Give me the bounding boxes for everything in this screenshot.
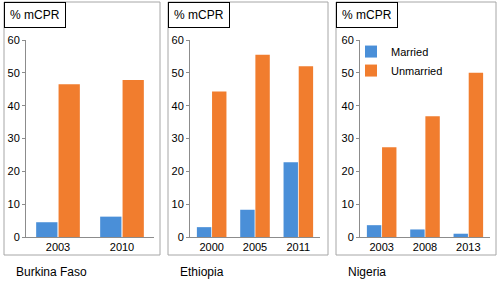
svg-text:0: 0: [14, 231, 20, 243]
svg-text:% mCPR: % mCPR: [174, 8, 224, 22]
svg-text:20: 20: [172, 165, 184, 177]
svg-text:30: 30: [8, 132, 20, 144]
svg-text:0: 0: [348, 231, 354, 243]
svg-text:10: 10: [342, 198, 354, 210]
svg-text:Burkina Faso: Burkina Faso: [16, 265, 87, 279]
svg-text:2003: 2003: [369, 241, 393, 253]
svg-text:% mCPR: % mCPR: [342, 8, 392, 22]
svg-text:0: 0: [178, 231, 184, 243]
svg-text:60: 60: [342, 34, 354, 46]
svg-text:Ethiopia: Ethiopia: [180, 265, 224, 279]
svg-text:2000: 2000: [199, 241, 223, 253]
svg-text:Unmarried: Unmarried: [391, 65, 442, 77]
svg-text:Married: Married: [391, 46, 428, 58]
svg-text:2013: 2013: [456, 241, 480, 253]
svg-text:40: 40: [342, 100, 354, 112]
svg-text:60: 60: [8, 34, 20, 46]
svg-text:30: 30: [172, 132, 184, 144]
svg-text:40: 40: [8, 100, 20, 112]
svg-text:2008: 2008: [413, 241, 437, 253]
svg-text:20: 20: [342, 165, 354, 177]
svg-text:50: 50: [8, 67, 20, 79]
svg-text:50: 50: [342, 67, 354, 79]
svg-text:60: 60: [172, 34, 184, 46]
svg-text:2003: 2003: [46, 241, 70, 253]
svg-text:2005: 2005: [243, 241, 267, 253]
svg-text:10: 10: [8, 198, 20, 210]
svg-text:50: 50: [172, 67, 184, 79]
svg-text:20: 20: [8, 165, 20, 177]
svg-text:30: 30: [342, 132, 354, 144]
svg-text:2010: 2010: [110, 241, 134, 253]
svg-text:2011: 2011: [287, 241, 311, 253]
svg-text:10: 10: [172, 198, 184, 210]
svg-text:Nigeria: Nigeria: [348, 265, 386, 279]
svg-text:40: 40: [172, 100, 184, 112]
svg-text:% mCPR: % mCPR: [10, 8, 60, 22]
